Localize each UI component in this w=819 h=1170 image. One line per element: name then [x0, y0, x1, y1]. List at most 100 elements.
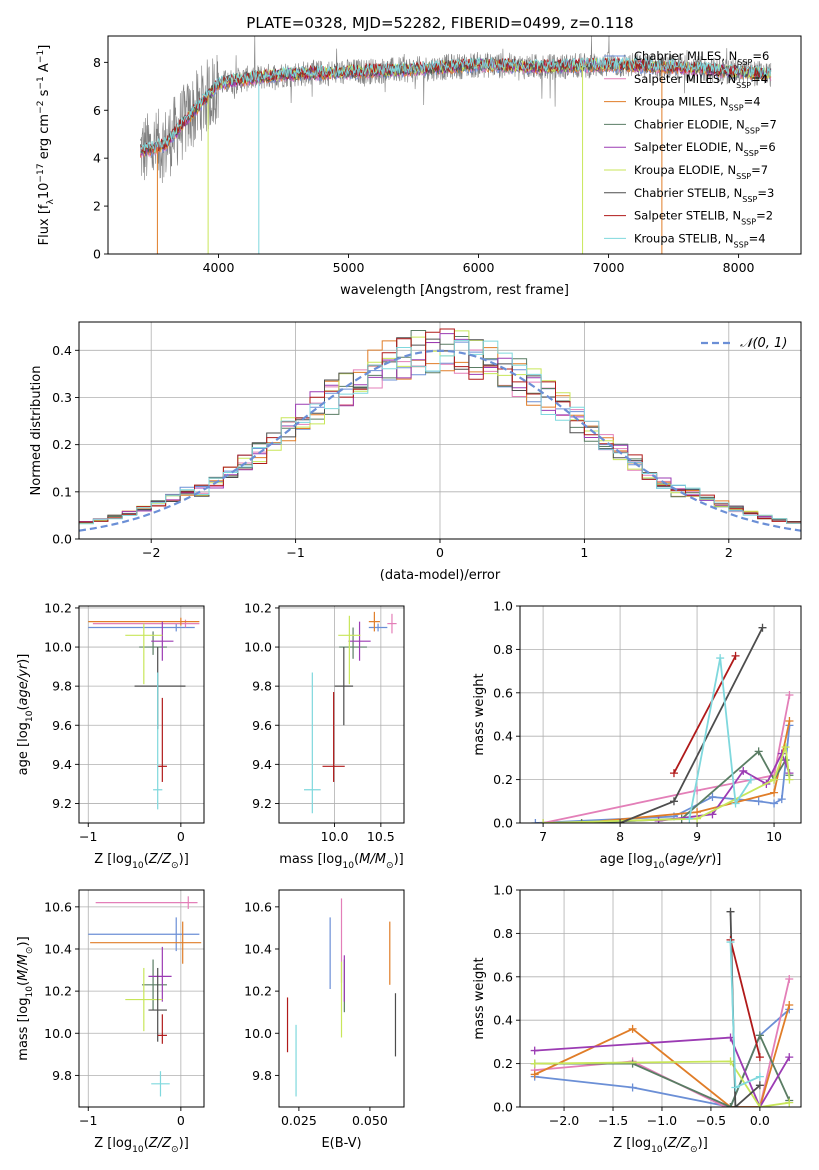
weight-marker: [628, 1083, 637, 1092]
errorbar-point: [148, 967, 167, 1042]
y-tick-label: 0.3: [52, 390, 72, 405]
y-axis-label: age [log10(age/yr)]: [16, 654, 35, 776]
weight-marker: [755, 1103, 764, 1107]
weight-marker: [731, 1083, 740, 1092]
y-tick-label: 0.2: [52, 437, 72, 452]
errorbar-point: [338, 615, 361, 685]
weight-marker: [746, 775, 755, 784]
frame-mass-weight-vs-age: 7 8 9 10 0.0 0.2 0.4 0.6 0.8 1.0: [493, 599, 802, 844]
weight-marker: [577, 819, 586, 823]
x-tick-label: 7000: [593, 260, 625, 275]
histogram-kroupa-stelib: [79, 339, 801, 525]
x-tick-label: 10: [766, 829, 782, 844]
mass-weight-vs-Z-plot-area: [530, 907, 794, 1107]
weight-marker: [785, 974, 794, 983]
y-tick-label: 9.2: [52, 796, 72, 811]
weight-marker: [770, 788, 779, 797]
axes-frame: [78, 889, 205, 1108]
errorbar-point: [88, 917, 200, 952]
weight-marker: [755, 1072, 764, 1081]
axes-frame: [78, 605, 205, 824]
y-tick-label: 4: [93, 151, 101, 166]
x-tick-label: 0.025: [281, 1113, 317, 1128]
weight-marker: [755, 1053, 764, 1062]
frame-mass-weight-vs-Z: −2.0 −1.5 −1.0 −0.5 0.0 0.0 0.2 0.4 0.6 0.8 1.0: [493, 883, 802, 1128]
y-axis-label: mass weight: [472, 673, 487, 755]
weight-marker: [726, 1057, 735, 1066]
legend-entry: Chabrier ELODIE, NSSP=7: [634, 117, 777, 135]
weight-marker: [755, 1031, 764, 1040]
y-tick-label: 0.4: [493, 729, 513, 744]
errorbar-point: [322, 692, 345, 782]
weight-line-kroupa-stelib: [688, 657, 752, 819]
axes-frame: [519, 889, 802, 1108]
errorbar-point: [125, 967, 163, 1032]
x-tick-label: 0.050: [352, 1113, 388, 1128]
legend-entry: Kroupa MILES, NSSP=4: [634, 95, 761, 113]
errorbar-point: [148, 946, 172, 1002]
x-tick-label: 8000: [723, 260, 755, 275]
weight-marker: [770, 799, 779, 808]
weight-line-salpeter-stelib: [729, 939, 761, 1058]
x-tick-label: 0.0: [750, 1113, 770, 1128]
weight-marker: [754, 747, 763, 756]
weight-marker: [731, 651, 740, 660]
y-tick-label: 9.8: [252, 679, 272, 694]
age-vs-mass-plot-area: [304, 611, 397, 814]
y-axis-label: mass weight: [472, 957, 487, 1039]
errorbar-point: [90, 921, 202, 964]
x-tick-label: −1: [79, 1113, 97, 1128]
y-tick-label: 10.2: [244, 984, 272, 999]
legend-entry: Chabrier STELIB, NSSP=3: [634, 186, 774, 204]
weight-marker: [754, 797, 763, 806]
weight-marker: [531, 819, 540, 823]
frame-mass-vs-ebv: 0.025 0.050 9.8 10.0 10.2 10.4 10.6: [244, 889, 405, 1128]
y-tick-label: 9.6: [252, 718, 272, 733]
x-tick-label: −1: [79, 829, 97, 844]
weight-marker: [785, 690, 794, 699]
y-tick-label: 10.4: [44, 941, 72, 956]
weight-line-chabrier-miles: [534, 1008, 790, 1107]
errorbar-point: [153, 672, 163, 810]
legend-entry: Kroupa STELIB, NSSP=4: [634, 231, 766, 249]
legend-entry: Chabrier MILES, NSSP=6: [634, 49, 769, 67]
weight-line-kroupa-elodie: [534, 1060, 790, 1107]
frame-spectrum: 4000 5000 6000 7000 8000 0 2 4 6 8: [93, 35, 802, 275]
weight-marker: [770, 775, 779, 784]
x-tick-label: 6000: [463, 260, 495, 275]
weight-marker: [616, 819, 625, 823]
gaussian-curve: [79, 349, 801, 532]
x-tick-label: 0: [436, 545, 444, 560]
weight-marker: [726, 1103, 735, 1107]
y-tick-label: 9.2: [252, 796, 272, 811]
weight-marker: [539, 819, 548, 823]
weight-marker: [716, 654, 725, 663]
weight-marker: [785, 717, 794, 726]
weight-marker: [781, 743, 790, 752]
y-tick-label: 0.0: [52, 532, 72, 547]
x-axis-label: Z [log10(Z/Z⊙)]: [613, 1136, 708, 1155]
weight-marker: [669, 769, 678, 778]
weight-marker: [785, 1053, 794, 1062]
errorbar-point: [151, 621, 174, 661]
y-tick-label: 0.0: [493, 816, 513, 831]
y-tick-label: 0.6: [493, 969, 513, 984]
errorbar-point: [88, 617, 200, 626]
weight-marker: [693, 814, 702, 823]
frame-mass-vs-Z: −1 0 9.8 10.0 10.2 10.4 10.6: [44, 889, 205, 1128]
spectrum-legend: Chabrier MILES, NSSP=6 Salpeter MILES, NS…: [604, 49, 777, 249]
y-tick-label: 1.0: [493, 599, 513, 614]
y-tick-label: 10.2: [244, 600, 272, 615]
x-tick-label: 10.0: [321, 829, 349, 844]
errorbar-point: [304, 672, 321, 814]
errorbar-point: [368, 623, 388, 632]
weight-marker: [708, 792, 717, 801]
frame-residuals: −2 −1 0 1 2 0.0 0.1 0.2 0.3 0.4: [52, 321, 802, 560]
y-tick-label: 6: [93, 103, 101, 118]
y-tick-label: 0.8: [493, 926, 513, 941]
x-axis-label: age [log10(age/yr)]: [600, 852, 722, 871]
weight-line-salpeter-stelib: [673, 655, 737, 774]
weight-marker: [731, 799, 740, 808]
y-tick-label: 10.6: [44, 899, 72, 914]
legend-entry: Salpeter STELIB, NSSP=2: [634, 209, 773, 227]
